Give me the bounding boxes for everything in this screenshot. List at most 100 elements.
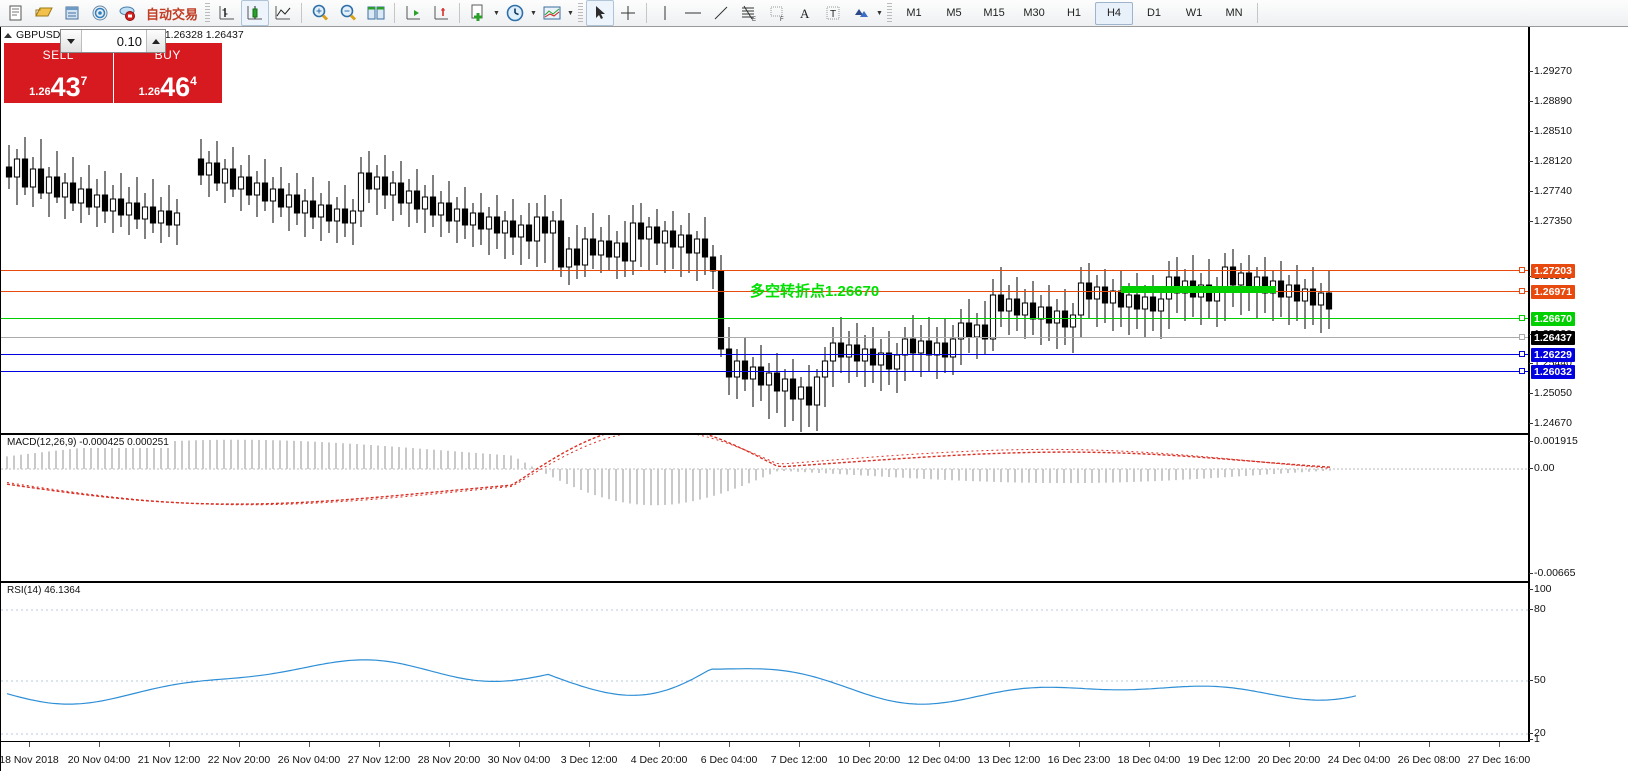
toolbar-grip[interactable] — [578, 3, 584, 23]
rsi-tick: 20 — [1529, 727, 1546, 739]
price-tag-1.26971[interactable]: 1.26971 — [1531, 285, 1575, 299]
volume-stepper[interactable]: 0.10 — [60, 29, 166, 53]
hline-1.26437[interactable] — [1, 337, 1528, 338]
trendline-icon[interactable] — [707, 0, 735, 26]
timeframe-m30[interactable]: M30 — [1023, 7, 1045, 19]
hline-1.26971[interactable] — [1, 291, 1528, 292]
chart-area[interactable]: 多空转折点1.26670 MACD(12,26,9) -0.000425 0.0… — [0, 27, 1628, 771]
time-tick — [939, 742, 940, 747]
chart-shift-icon[interactable] — [427, 0, 455, 26]
price-tick: 1.28510 — [1529, 125, 1572, 137]
toolbar-separator — [646, 3, 648, 23]
volume-input[interactable]: 0.10 — [82, 30, 146, 52]
hline-1.26670[interactable] — [1, 318, 1528, 319]
new-object-icon[interactable] — [464, 0, 492, 26]
signal-icon[interactable] — [86, 0, 114, 26]
zoom-out-icon[interactable] — [334, 0, 362, 26]
tile-windows-icon[interactable] — [362, 0, 390, 26]
time-tick — [1149, 742, 1150, 747]
hline-handle[interactable] — [1519, 351, 1525, 357]
price-tag-1.26032[interactable]: 1.26032 — [1531, 365, 1575, 379]
volume-dropdown-button[interactable] — [61, 30, 82, 52]
time-tick — [659, 742, 660, 747]
toolbar-separator — [301, 3, 303, 23]
price-tag-1.26670[interactable]: 1.26670 — [1531, 312, 1575, 326]
vline-icon[interactable] — [651, 0, 679, 26]
market-icon[interactable] — [114, 0, 142, 26]
trade-buttons: SELL 1.26 43 7 BUY 1.26 46 4 0.10 — [4, 29, 223, 103]
bar-chart-icon[interactable] — [213, 0, 241, 26]
indicators-icon[interactable] — [538, 0, 566, 26]
timeframe-mn[interactable]: MN — [1225, 7, 1243, 19]
text-label-icon[interactable]: A — [791, 0, 819, 26]
buy-side[interactable]: BUY 1.26 46 4 — [114, 43, 223, 103]
text-icon[interactable]: T — [819, 0, 847, 26]
time-tick — [449, 742, 450, 747]
folder-icon[interactable] — [30, 0, 58, 26]
volume-increment-button[interactable] — [146, 30, 165, 52]
chevron-down-icon — [67, 38, 75, 44]
line-chart-icon[interactable] — [269, 0, 297, 26]
toolbar-grip[interactable] — [205, 3, 211, 23]
price-tag-1.26437[interactable]: 1.26437 — [1531, 331, 1575, 345]
rsi-label: RSI(14) 46.1364 — [5, 585, 83, 596]
period-icon[interactable] — [501, 0, 529, 26]
one-click-trading-panel[interactable]: GBPUSD-,H4 1.26450 1.26559 1.26328 1.264… — [4, 29, 244, 103]
chevron-down-icon[interactable]: ▼ — [876, 9, 883, 17]
rsi-pane[interactable]: RSI(14) 46.1364 — [0, 582, 1529, 742]
rsi-tick: 1 — [1529, 733, 1540, 745]
chevron-down-icon[interactable]: ▼ — [567, 9, 574, 17]
timeframe-m5[interactable]: M5 — [946, 7, 962, 19]
macd-pane[interactable]: MACD(12,26,9) -0.000425 0.000251 — [0, 434, 1529, 582]
data-window-icon[interactable] — [58, 0, 86, 26]
svg-text:E: E — [752, 17, 756, 23]
collapse-triangle-icon[interactable] — [4, 32, 12, 38]
toolbar-grip[interactable] — [887, 3, 893, 23]
time-label: 19 Dec 12:00 — [1187, 754, 1251, 766]
candlestick-icon[interactable] — [241, 0, 270, 26]
shapes-icon[interactable] — [847, 0, 875, 26]
price-tag-1.27203[interactable]: 1.27203 — [1531, 264, 1575, 278]
time-tick — [589, 742, 590, 747]
timeframe-w1[interactable]: W1 — [1185, 7, 1203, 19]
autotrade-label[interactable]: 自动交易 — [146, 6, 199, 22]
timeframe-group: M1 M5 M15 M30 H1 H4 D1 W1 MN — [895, 1, 1253, 25]
timeframe-h4[interactable]: H4 — [1095, 1, 1134, 25]
zoom-in-icon[interactable] — [306, 0, 334, 26]
time-tick — [1359, 742, 1360, 747]
hline-handle[interactable] — [1519, 315, 1525, 321]
chevron-down-icon[interactable]: ▼ — [493, 9, 500, 17]
green-support-zone[interactable] — [1121, 286, 1276, 293]
chart-annotation-text[interactable]: 多空转折点1.26670 — [750, 283, 880, 300]
time-label: 27 Nov 12:00 — [347, 754, 411, 766]
buy-price-main: 46 — [160, 72, 191, 102]
hline-handle[interactable] — [1519, 288, 1525, 294]
hline-handle[interactable] — [1519, 267, 1525, 273]
price-axis[interactable]: 1.29270 1.28890 1.28510 1.28120 1.27740 1.273… — [1528, 27, 1628, 771]
hline-1.26229[interactable] — [1, 354, 1528, 355]
hline-handle[interactable] — [1519, 334, 1525, 340]
time-axis[interactable]: 18 Nov 2018 20 Nov 04:00 21 Nov 12:00 22 No… — [0, 742, 1530, 771]
hline-handle[interactable] — [1519, 368, 1525, 374]
hline-1.27203[interactable] — [1, 270, 1528, 271]
time-tick — [29, 742, 30, 747]
channel-icon[interactable]: F — [763, 0, 791, 26]
timeframe-m15[interactable]: M15 — [983, 7, 1005, 19]
chevron-down-icon[interactable]: ▼ — [530, 9, 537, 17]
cursor-icon[interactable] — [586, 0, 615, 26]
price-tick: 1.27350 — [1529, 215, 1572, 227]
price-pane[interactable]: 多空转折点1.26670 — [0, 27, 1529, 434]
time-tick — [99, 742, 100, 747]
fibonacci-icon[interactable]: E — [735, 0, 763, 26]
order-icon[interactable] — [2, 0, 30, 26]
timeframe-m1[interactable]: M1 — [906, 7, 922, 19]
auto-scroll-icon[interactable] — [399, 0, 427, 26]
hline-icon[interactable] — [679, 0, 707, 26]
hline-1.26032[interactable] — [1, 371, 1528, 372]
crosshair-icon[interactable] — [614, 0, 642, 26]
timeframe-h1[interactable]: H1 — [1066, 7, 1082, 19]
price-tag-1.26229[interactable]: 1.26229 — [1531, 348, 1575, 362]
time-label: 28 Nov 20:00 — [417, 754, 481, 766]
time-label: 13 Dec 12:00 — [977, 754, 1041, 766]
timeframe-d1[interactable]: D1 — [1146, 7, 1162, 19]
